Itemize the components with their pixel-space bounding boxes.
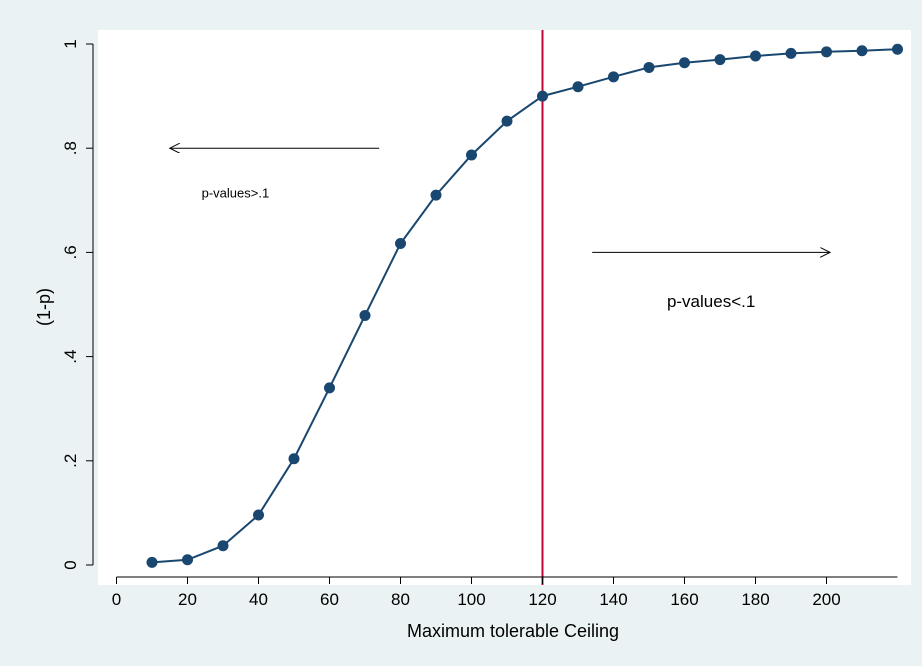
series-layer (146, 43, 903, 568)
x-tick-label: 80 (391, 590, 410, 609)
x-axis-title: Maximum tolerable Ceiling (407, 621, 619, 641)
y-tick-label: 1 (61, 39, 80, 48)
annotation-label: p-values<.1 (667, 292, 755, 311)
x-tick-label: 40 (249, 590, 268, 609)
annotation-layer: p-values>.1 p-values<.1 (170, 148, 830, 311)
x-tick-label: 120 (528, 590, 556, 609)
y-tick-label: .8 (61, 141, 80, 155)
annotation-label: p-values>.1 (202, 185, 270, 200)
data-point (182, 554, 193, 566)
data-point (679, 57, 690, 69)
data-point (324, 382, 335, 394)
data-point (892, 43, 903, 55)
y-axis-title: (1-p) (34, 288, 54, 326)
data-point (856, 45, 868, 57)
data-point (714, 54, 726, 66)
x-tick-label: 180 (741, 590, 769, 609)
data-point (217, 540, 229, 552)
x-tick-label: 200 (812, 590, 840, 609)
data-point (288, 453, 300, 465)
data-point (501, 115, 513, 127)
data-point (572, 81, 584, 93)
data-point (750, 50, 761, 62)
x-tick-label: 140 (599, 590, 627, 609)
data-point (359, 309, 371, 321)
x-tick-label: 0 (112, 590, 121, 609)
data-point (821, 46, 832, 58)
plot-area (98, 30, 911, 585)
data-point (643, 61, 655, 73)
x-tick-label: 60 (320, 590, 339, 609)
data-point (253, 509, 264, 521)
y-tick-label: 0 (61, 560, 80, 569)
data-point (466, 149, 477, 161)
y-tick-label: .4 (61, 350, 80, 364)
data-point (537, 90, 548, 102)
series-line (151, 48, 898, 564)
x-tick-label: 20 (178, 590, 197, 609)
x-tick-label: 100 (457, 590, 485, 609)
x-tick-label: 160 (670, 590, 698, 609)
data-point (608, 71, 619, 83)
y-tick-label: .2 (61, 454, 80, 468)
data-point (146, 556, 158, 568)
y-tick-label: .6 (61, 245, 80, 259)
data-point (785, 47, 797, 59)
axis-layer: 0 20 40 60 80 100 120 140 160 180 200 0 .2 .4 .6 .8 1 (61, 39, 898, 609)
data-point (395, 238, 406, 250)
data-point (430, 189, 442, 201)
